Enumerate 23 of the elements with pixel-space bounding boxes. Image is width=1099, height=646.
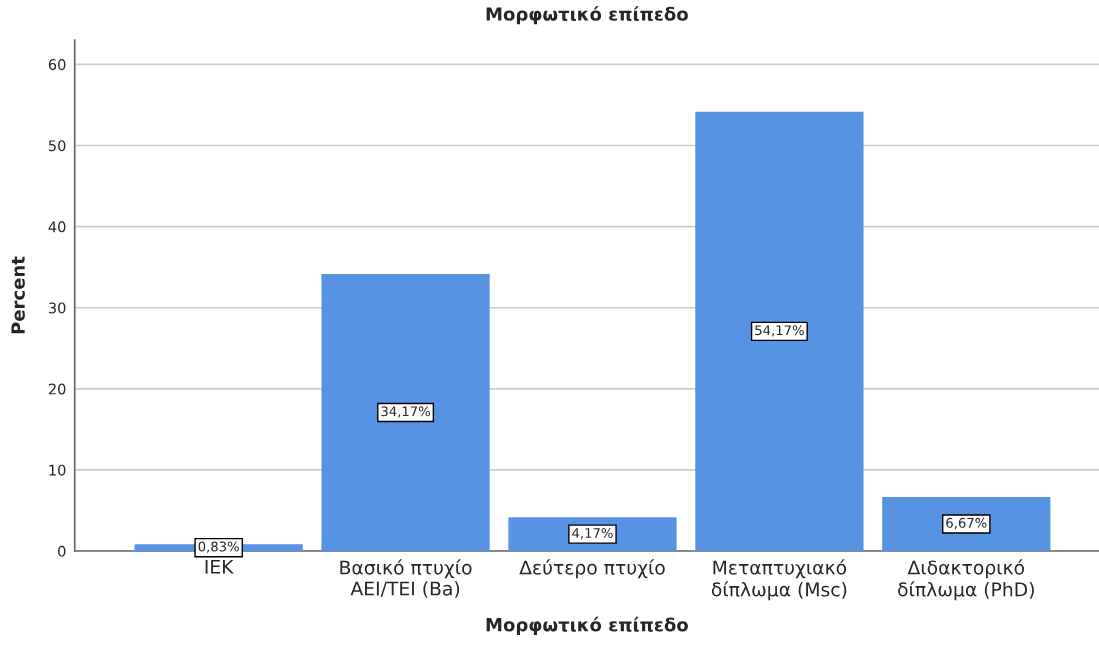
data-label: 4,17% — [572, 527, 613, 540]
x-tick-label: Μεταπτυχιακό δίπλωμα (Msc) — [711, 559, 847, 601]
chart-title: Μορφωτικό επίπεδο — [486, 6, 688, 25]
data-label: 34,17% — [381, 406, 430, 418]
y-tick-label: 20 — [48, 383, 66, 395]
y-tick-label: 0 — [58, 545, 66, 557]
bar — [321, 273, 490, 552]
y-tick-label: 40 — [48, 221, 66, 233]
y-tick-label: 50 — [48, 140, 66, 152]
x-tick-label: Δεύτερο πτυχίο — [519, 559, 665, 579]
y-tick-label: 60 — [48, 59, 66, 71]
x-axis-title: Μορφωτικό επίπεδο — [486, 616, 688, 636]
y-tick-label: 30 — [48, 302, 66, 314]
bar — [882, 496, 1051, 552]
x-tick-label: ΙΕΚ — [205, 559, 234, 574]
data-label: 0,83% — [198, 541, 239, 553]
data-label: 54,17% — [755, 325, 804, 337]
x-tick-label: Διδακτορικό δίπλωμα (PhD) — [898, 559, 1034, 601]
y-axis-title: Percent — [11, 256, 25, 334]
bar — [695, 111, 864, 552]
x-tick-label: Βασικό πτυχίο ΑΕΙ/ΤΕΙ (Ba) — [340, 559, 472, 598]
y-tick-label: 10 — [49, 464, 66, 476]
data-label: 6,67% — [946, 517, 987, 530]
